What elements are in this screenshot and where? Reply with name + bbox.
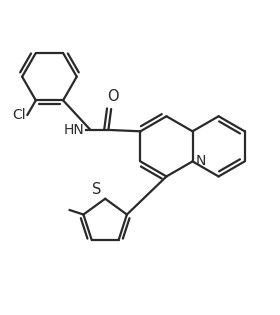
- Text: O: O: [107, 89, 118, 104]
- Text: N: N: [196, 154, 206, 169]
- Text: Cl: Cl: [12, 108, 26, 122]
- Text: S: S: [92, 181, 102, 197]
- Text: HN: HN: [64, 123, 85, 137]
